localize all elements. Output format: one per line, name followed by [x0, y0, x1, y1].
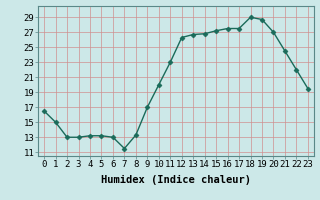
X-axis label: Humidex (Indice chaleur): Humidex (Indice chaleur) — [101, 175, 251, 185]
